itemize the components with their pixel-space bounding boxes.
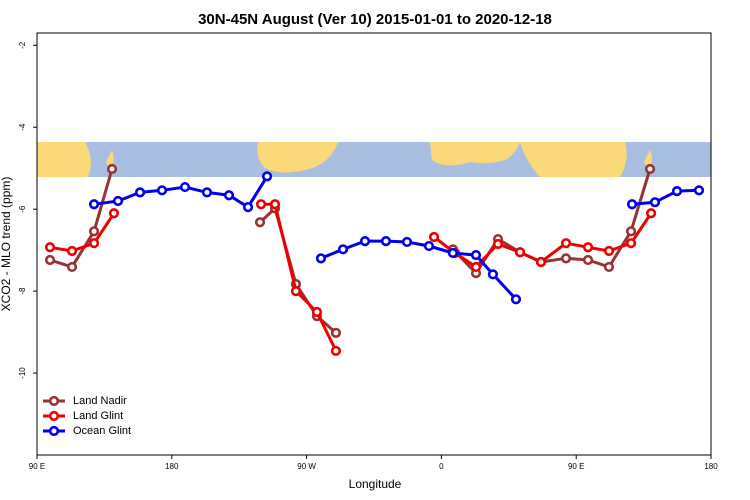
data-point — [261, 171, 273, 182]
legend-item: Land Glint — [43, 410, 123, 422]
land — [37, 142, 91, 177]
data-point — [254, 217, 266, 228]
data-point — [693, 185, 705, 196]
data-point — [337, 244, 349, 255]
data-point — [423, 240, 435, 252]
data-point — [330, 345, 342, 357]
data-point — [514, 247, 526, 258]
legend-marker — [48, 395, 60, 407]
data-point — [112, 195, 124, 207]
data-point — [66, 261, 78, 273]
data-point — [380, 236, 392, 247]
legend-label: Land Nadir — [73, 395, 127, 407]
data-point — [242, 202, 254, 213]
data-point — [649, 197, 661, 208]
legend-item: Land Nadir — [43, 395, 127, 407]
data-point — [582, 254, 594, 266]
data-point — [88, 199, 100, 210]
data-point — [359, 236, 371, 247]
data-point — [470, 249, 482, 261]
legend-label: Ocean Glint — [73, 425, 131, 437]
series — [88, 171, 705, 305]
data-point — [290, 286, 302, 297]
data-point — [603, 261, 615, 273]
data-point — [492, 238, 504, 250]
data-point — [201, 187, 213, 198]
data-point — [603, 245, 615, 257]
data-point — [487, 269, 499, 280]
data-point — [255, 199, 267, 210]
data-point — [156, 185, 168, 196]
data-point — [66, 245, 78, 257]
data-point — [447, 247, 459, 259]
data-point — [470, 261, 482, 273]
legend-item: Ocean Glint — [43, 425, 131, 437]
legend-label: Land Glint — [73, 410, 123, 422]
land — [257, 142, 338, 173]
x-tick-label: 90 W — [297, 462, 316, 471]
data-point — [644, 163, 656, 175]
data-point — [671, 186, 683, 197]
data-point — [108, 208, 120, 219]
plot-frame — [36, 32, 712, 456]
data-point — [88, 226, 100, 237]
y-tick-label: -6 — [18, 205, 27, 213]
data-point — [535, 256, 547, 268]
data-point — [582, 242, 594, 253]
land — [430, 142, 520, 166]
x-tick-label: 0 — [439, 462, 444, 471]
x-tick-label: 180 — [704, 462, 718, 471]
data-point — [625, 238, 637, 249]
y-tick-label: -2 — [18, 41, 27, 49]
data-point — [44, 242, 56, 253]
x-tick-label: 90 E — [29, 462, 45, 471]
data-point — [269, 199, 281, 210]
y-tick-label: -10 — [18, 367, 27, 379]
data-point — [560, 238, 572, 249]
legend-marker — [48, 410, 60, 422]
data-point — [179, 181, 191, 193]
y-tick-label: -4 — [18, 123, 27, 131]
land — [520, 142, 627, 177]
y-axis-label: XCO2 - MLO trend (ppm) — [0, 177, 13, 312]
x-tick-label: 90 E — [568, 462, 584, 471]
data-point — [510, 294, 522, 305]
x-tick-label: 180 — [165, 462, 179, 471]
chart-title: 30N-45N August (Ver 10) 2015-01-01 to 20… — [198, 11, 552, 28]
data-point — [223, 190, 235, 201]
data-point — [311, 306, 323, 318]
data-point — [134, 187, 146, 198]
data-point — [645, 208, 657, 219]
y-tick-label: -8 — [18, 287, 27, 295]
data-point — [401, 236, 413, 248]
data-point — [315, 253, 327, 264]
data-point — [88, 238, 100, 249]
x-axis-label: Longitude — [349, 477, 402, 491]
data-point — [330, 327, 342, 339]
data-point — [44, 254, 56, 266]
data-point — [626, 199, 638, 210]
data-point — [106, 163, 118, 175]
data-point — [625, 226, 637, 237]
legend-marker — [48, 425, 60, 437]
data-point — [428, 231, 440, 243]
map-band — [37, 142, 711, 177]
data-point — [560, 253, 572, 264]
